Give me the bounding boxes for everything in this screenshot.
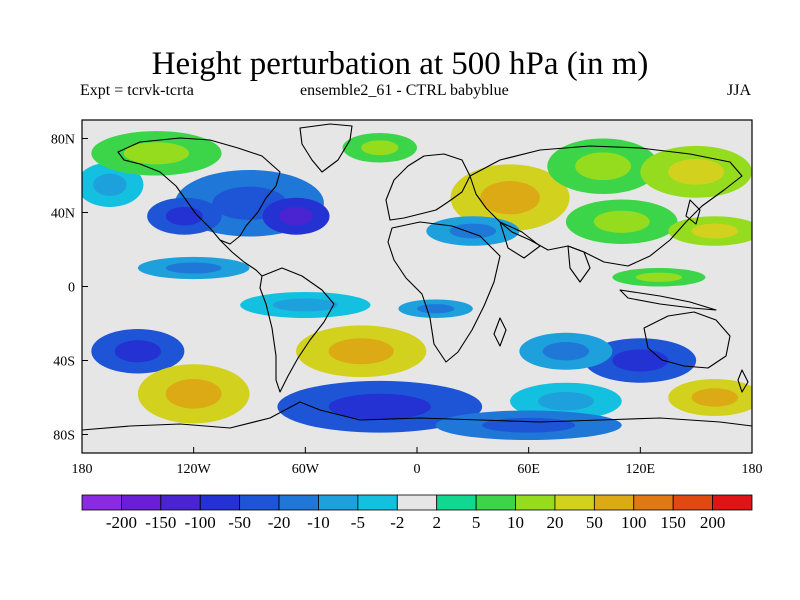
x-tick-label-0: 180 bbox=[72, 462, 93, 477]
y-tick-label-3: 40S bbox=[53, 355, 75, 370]
colorbar-box-7 bbox=[357, 494, 398, 511]
contour-core-20 bbox=[165, 379, 222, 409]
contour-core-15 bbox=[635, 272, 683, 282]
contour-core-9 bbox=[691, 223, 739, 239]
contour-core-11 bbox=[449, 223, 497, 239]
colorbar-box-14 bbox=[633, 494, 674, 511]
colorbar-label-3: -50 bbox=[228, 513, 251, 532]
ensemble-label: ensemble2_61 - CTRL babyblue bbox=[300, 82, 509, 99]
x-tick-label-6: 180 bbox=[742, 462, 763, 477]
contour-core-16 bbox=[114, 340, 162, 363]
y-tick-label-4: 80S bbox=[53, 429, 75, 444]
x-tick-label-4: 60E bbox=[517, 462, 540, 477]
coastline-madagascar bbox=[493, 317, 507, 347]
coastline-india bbox=[567, 245, 591, 283]
coastlines bbox=[82, 123, 752, 431]
contour-core-8 bbox=[593, 210, 650, 233]
coastline-africa bbox=[387, 221, 501, 363]
contour-core-1 bbox=[123, 142, 190, 165]
colorbar-box-5 bbox=[278, 494, 319, 511]
y-tick-label-0: 80N bbox=[51, 133, 75, 148]
map-area bbox=[82, 120, 752, 453]
x-tick-label-1: 120W bbox=[177, 462, 212, 477]
colorbar-box-3 bbox=[199, 494, 241, 511]
contour-core-7 bbox=[575, 152, 632, 181]
contour-core-3 bbox=[165, 206, 203, 226]
season-label: JJA bbox=[727, 82, 752, 99]
colorbar-box-13 bbox=[593, 494, 635, 511]
coastline-greenland bbox=[299, 123, 353, 173]
colorbar-label-0: -200 bbox=[106, 513, 137, 532]
colorbar-box-4 bbox=[239, 494, 280, 511]
contour-core-4 bbox=[279, 206, 313, 226]
x-tick-label-5: 120E bbox=[626, 462, 656, 477]
coastline-australia bbox=[643, 311, 731, 369]
colorbar-box-6 bbox=[318, 494, 359, 511]
coastline-new-zealand bbox=[737, 369, 749, 393]
colorbar-box-16 bbox=[712, 494, 753, 511]
colorbar-box-2 bbox=[160, 494, 201, 511]
contour-core-22 bbox=[537, 391, 594, 411]
colorbar-label-14: 150 bbox=[660, 513, 686, 532]
contour-core-6 bbox=[480, 181, 540, 215]
colorbar-box-1 bbox=[121, 494, 162, 511]
coastline-indonesia bbox=[619, 289, 717, 311]
colorbar-label-6: -5 bbox=[351, 513, 365, 532]
y-axis-ticks: 80N 40N 0 40S 80S bbox=[51, 133, 88, 444]
colorbar-box-15 bbox=[672, 494, 713, 511]
coastline-japan bbox=[685, 199, 701, 225]
colorbar-box-0 bbox=[81, 494, 122, 511]
colorbar-label-7: -2 bbox=[390, 513, 404, 532]
colorbar-label-5: -10 bbox=[307, 513, 330, 532]
colorbar-box-8 bbox=[396, 494, 438, 511]
coastline-antarctica bbox=[82, 401, 752, 431]
colorbar-box-9 bbox=[436, 494, 477, 511]
colorbar-label-12: 50 bbox=[586, 513, 603, 532]
colorbar-box-12 bbox=[554, 494, 595, 511]
contour-core-18 bbox=[612, 349, 669, 372]
coastline-arabia bbox=[499, 221, 541, 259]
contour-core-19 bbox=[542, 342, 590, 361]
contour-core-0 bbox=[93, 173, 127, 196]
y-tick-label-1: 40N bbox=[51, 207, 75, 222]
y-tick-label-2: 0 bbox=[68, 281, 75, 296]
colorbar-label-15: 200 bbox=[700, 513, 726, 532]
x-tick-label-3: 0 bbox=[414, 462, 421, 477]
colorbar: -200 -150 -100 -50 -20 -10 -5 -2 2 5 10 20 50 100 150 2… bbox=[81, 494, 753, 532]
coastline-south-america bbox=[259, 267, 335, 393]
x-tick-label-2: 60W bbox=[292, 462, 320, 477]
colorbar-label-4: -20 bbox=[268, 513, 291, 532]
coastline-europe bbox=[385, 153, 471, 221]
contour-core-14 bbox=[417, 304, 455, 314]
contour-core-13 bbox=[272, 298, 338, 312]
coastline-asia bbox=[469, 145, 743, 267]
colorbar-label-2: -100 bbox=[185, 513, 216, 532]
colorbar-label-8: 2 bbox=[432, 513, 441, 532]
contour-core-12 bbox=[165, 262, 222, 274]
contour-core-10 bbox=[668, 158, 725, 185]
contour-core-23 bbox=[691, 388, 739, 407]
contour-regions bbox=[82, 131, 752, 441]
colorbar-label-9: 5 bbox=[472, 513, 481, 532]
colorbar-box-11 bbox=[515, 494, 556, 511]
colorbar-label-10: 10 bbox=[507, 513, 524, 532]
contour-core-5 bbox=[361, 140, 399, 156]
colorbar-label-1: -150 bbox=[145, 513, 176, 532]
colorbar-box-10 bbox=[475, 494, 516, 511]
contour-core-21 bbox=[328, 393, 431, 420]
contour-core-17 bbox=[328, 338, 394, 365]
colorbar-label-11: 20 bbox=[546, 513, 563, 532]
coastline-central-america bbox=[219, 239, 263, 277]
chart-title: Height perturbation at 500 hPa (in m) bbox=[151, 46, 649, 82]
x-axis-ticks: 180 120W 60W 0 60E 120E 180 bbox=[72, 447, 763, 477]
colorbar-label-13: 100 bbox=[621, 513, 647, 532]
coastline-north-america bbox=[117, 137, 281, 245]
experiment-label: Expt = tcrvk-tcrta bbox=[80, 82, 194, 99]
